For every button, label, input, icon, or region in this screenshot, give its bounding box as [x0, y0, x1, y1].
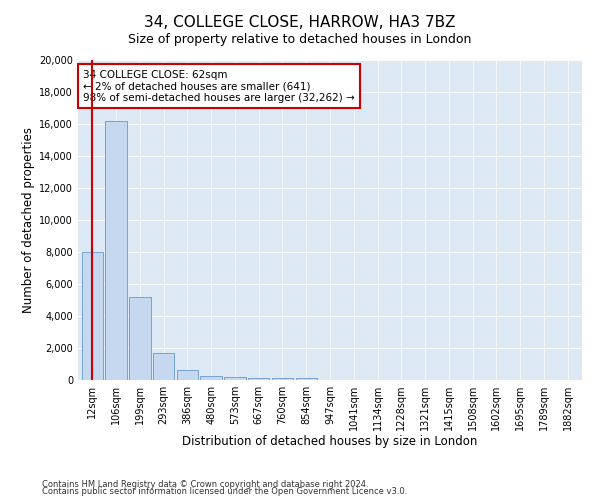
Bar — [153, 353, 174, 380]
Bar — [296, 378, 317, 380]
Bar — [224, 377, 245, 380]
Bar — [176, 370, 198, 380]
Bar — [200, 376, 222, 380]
Bar — [106, 121, 127, 380]
Text: Size of property relative to detached houses in London: Size of property relative to detached ho… — [128, 32, 472, 46]
Text: Contains public sector information licensed under the Open Government Licence v3: Contains public sector information licen… — [42, 488, 407, 496]
Y-axis label: Number of detached properties: Number of detached properties — [22, 127, 35, 313]
Text: 34 COLLEGE CLOSE: 62sqm
← 2% of detached houses are smaller (641)
98% of semi-de: 34 COLLEGE CLOSE: 62sqm ← 2% of detached… — [83, 70, 355, 103]
Text: 34, COLLEGE CLOSE, HARROW, HA3 7BZ: 34, COLLEGE CLOSE, HARROW, HA3 7BZ — [144, 15, 456, 30]
Bar — [272, 378, 293, 380]
X-axis label: Distribution of detached houses by size in London: Distribution of detached houses by size … — [182, 434, 478, 448]
Bar — [129, 297, 151, 380]
Bar — [248, 378, 269, 380]
Bar — [82, 252, 103, 380]
Text: Contains HM Land Registry data © Crown copyright and database right 2024.: Contains HM Land Registry data © Crown c… — [42, 480, 368, 489]
